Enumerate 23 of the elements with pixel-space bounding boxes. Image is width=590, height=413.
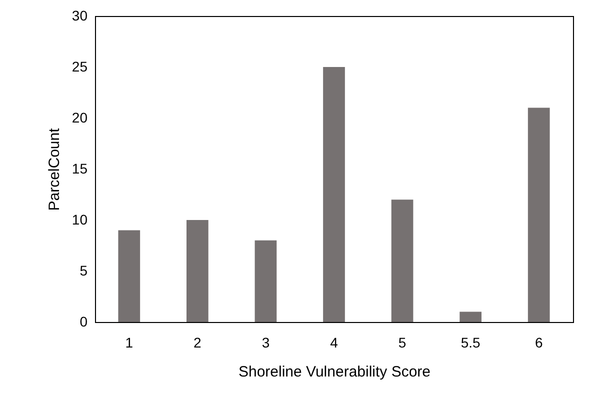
y-axis-title: ParcelCount bbox=[46, 127, 63, 211]
bar bbox=[323, 67, 345, 322]
x-tick-label: 5 bbox=[398, 334, 406, 350]
bar bbox=[391, 200, 414, 322]
x-axis-title: Shoreline Vulnerability Score bbox=[238, 364, 431, 380]
x-tick-label: 1 bbox=[125, 334, 134, 350]
x-tick-label: 5.5 bbox=[460, 334, 481, 350]
bar bbox=[254, 240, 277, 322]
x-tick-label: 4 bbox=[330, 334, 338, 350]
y-tick-label: 25 bbox=[72, 58, 88, 74]
y-tick-label: 30 bbox=[72, 8, 88, 24]
x-tick-label: 3 bbox=[262, 334, 270, 350]
x-tick-label: 6 bbox=[534, 334, 543, 350]
y-tick-label: 5 bbox=[80, 262, 88, 278]
bar bbox=[186, 220, 208, 322]
bar bbox=[460, 312, 482, 322]
y-tick-label: 20 bbox=[72, 110, 88, 126]
bar bbox=[528, 108, 550, 322]
x-tick-label: 2 bbox=[194, 334, 202, 350]
y-tick-label: 10 bbox=[72, 212, 88, 228]
bar bbox=[118, 230, 140, 322]
y-tick-label: 0 bbox=[80, 314, 88, 330]
y-tick-label: 15 bbox=[72, 160, 88, 176]
